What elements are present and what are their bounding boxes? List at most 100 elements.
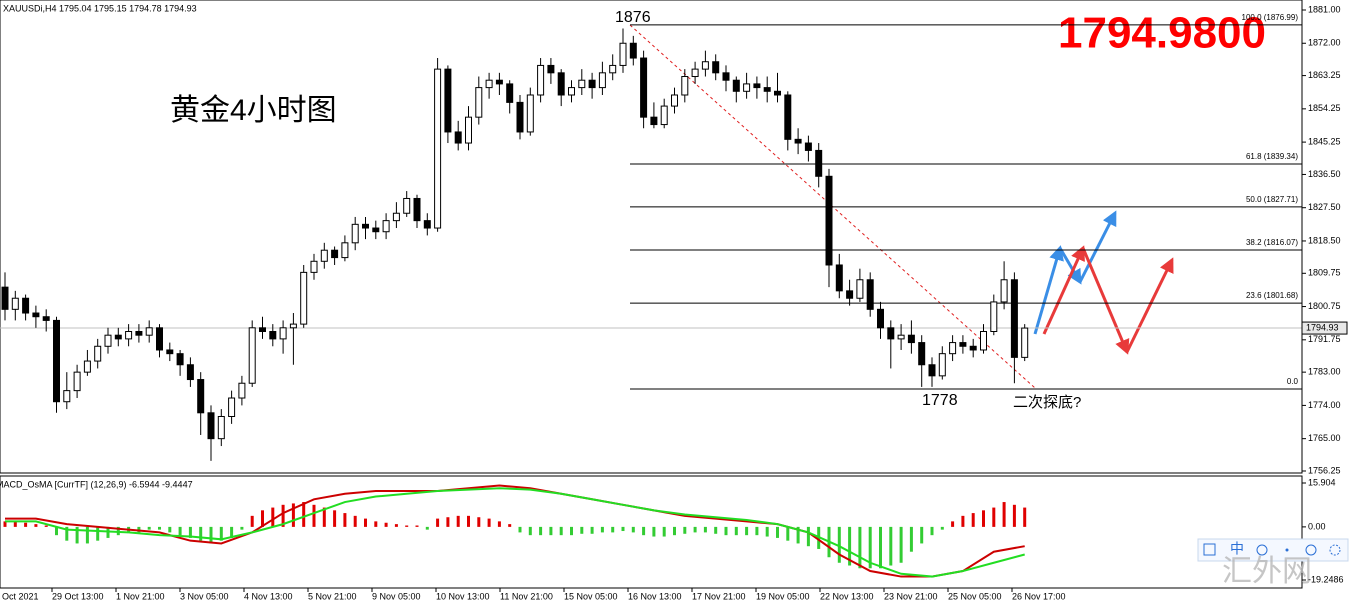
histogram-bar [889,526,893,566]
candle-body [568,87,575,96]
main-pane [0,0,1303,474]
histogram-bar [858,526,862,569]
candle-body [907,334,915,344]
histogram-bar [44,525,48,527]
toolbar-icon[interactable] [1203,543,1216,556]
candle-body [516,101,524,133]
histogram-bar [477,517,481,527]
toolbar-icon[interactable] [1305,544,1317,556]
y-tick-label: 1809.75 [1308,268,1341,278]
histogram-bar [467,515,470,527]
y-tick-label: 1827.50 [1308,202,1341,212]
y-tick-label: -19.2486 [1308,574,1344,584]
toolbar[interactable]: 中 [1197,538,1349,562]
histogram-bar [662,526,666,537]
candle-body [495,79,503,85]
y-tick-label: 1774.00 [1308,400,1341,410]
candle-body [475,87,483,118]
candle-body [598,72,606,89]
candle-body [640,57,648,118]
histogram-bar [3,521,7,527]
candle-body [897,334,905,340]
annotation: 1876 [615,9,651,26]
candle-body [537,64,545,96]
toolbar-icon[interactable] [1285,548,1289,552]
candle-body [671,94,678,107]
histogram-bar [590,526,594,534]
candle-body [701,61,709,70]
annotation: 1778 [922,392,958,409]
y-tick-label: 1845.25 [1308,136,1341,146]
histogram-bar [147,526,151,530]
toolbar-icon[interactable] [1256,544,1268,556]
candle-body [104,334,112,347]
histogram-bar [755,526,759,536]
candle-body [166,349,174,355]
projection-arrows [1033,210,1174,355]
histogram-bar [75,526,79,544]
candle-body [794,138,802,144]
candle-body [763,87,771,92]
histogram-bar [683,526,687,534]
candle-body [619,42,627,66]
candle-body [176,353,184,366]
y-tick-label: 1765.00 [1308,433,1341,443]
histogram-bar [703,526,707,533]
histogram-bar [971,513,975,527]
candle-body [825,175,833,266]
histogram-bar [909,526,913,552]
candle-body [846,290,854,299]
histogram-bar [714,526,718,534]
toolbar-lang[interactable]: 中 [1230,541,1244,557]
candle-body [732,79,740,92]
y-tick-label: 15.904 [1308,477,1336,487]
candle-body [629,42,637,59]
x-tick-label: 11 Nov 21:00 [500,591,553,601]
histogram-bar [178,526,182,536]
price-display: 1794.9800 [1058,9,1266,58]
fib-label: 23.6 (1801.68) [1246,291,1298,300]
candle-body [269,330,277,340]
candle-body [42,316,50,321]
x-tick-label: 1 Nov 21:00 [116,591,165,601]
candle-body [835,264,843,292]
candle-body [135,330,143,336]
fib-label: 61.8 (1839.34) [1246,152,1298,161]
histogram-bar [353,515,357,527]
histogram-bar [1023,507,1027,527]
histogram-bar [158,526,161,530]
histogram-bar [611,526,615,533]
histogram-bar [600,526,604,533]
histogram-bar [899,526,903,563]
histogram-bar [333,510,337,527]
histogram-bar [65,526,69,541]
toolbar-icon[interactable] [1329,544,1341,556]
histogram-bar [312,504,316,527]
candle-body [887,327,895,340]
histogram-bar [487,518,491,527]
histogram-bar [343,513,347,527]
histogram-bar [425,526,429,530]
candle-body [949,342,957,355]
arrow-red [1042,245,1085,335]
candle-body [372,227,380,233]
histogram-bar [85,526,89,544]
histogram-bar [199,526,203,541]
candle-body [403,197,411,214]
current-price-label: 1794.93 [1306,322,1339,332]
candle-body [959,342,967,347]
histogram-bar [580,526,584,534]
histogram-bar [796,526,800,544]
histogram-bar [559,526,563,536]
candle-body [351,223,359,244]
candle-body [73,371,81,392]
candle-body [465,116,472,144]
histogram-bar [1012,504,1016,527]
candle-body [392,212,400,222]
histogram-bar [55,526,58,536]
candle-body [156,327,163,351]
arrow-red [1081,247,1130,355]
candle-body [753,83,761,89]
candle-body [1010,279,1018,358]
